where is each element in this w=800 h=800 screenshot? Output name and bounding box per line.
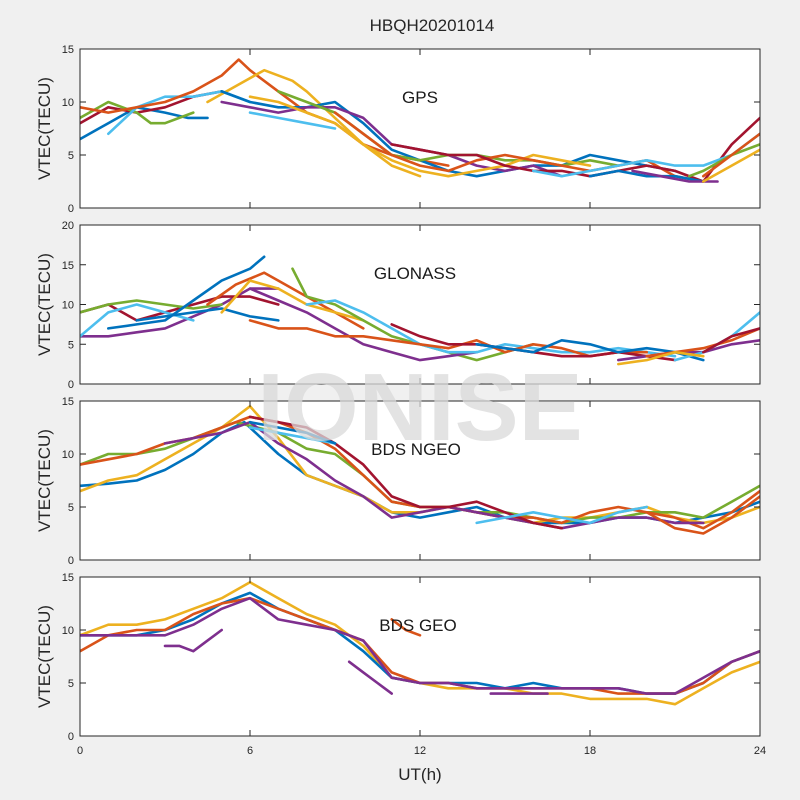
figure-title: HBQH20201014 bbox=[370, 16, 495, 35]
series-line bbox=[248, 420, 337, 445]
series-line bbox=[291, 267, 535, 362]
series-line bbox=[220, 279, 365, 322]
series-line bbox=[248, 426, 337, 445]
x-tick-label: 24 bbox=[754, 745, 766, 757]
panel-0: 0 5 10 15 GPS VTEC(TECU) bbox=[35, 44, 761, 215]
x-tick-label: 0 bbox=[77, 745, 83, 757]
series-line bbox=[531, 132, 760, 178]
y-axis-label: VTEC(TECU) bbox=[35, 77, 54, 180]
x-tick-label: 6 bbox=[247, 745, 253, 757]
x-tick-label: 18 bbox=[584, 745, 596, 757]
y-tick-label: 10 bbox=[62, 300, 74, 312]
panel-label: GLONASS bbox=[374, 264, 456, 283]
series-group bbox=[80, 580, 760, 706]
series-line bbox=[206, 68, 422, 178]
series-line bbox=[248, 111, 337, 130]
y-axis-label: VTEC(TECU) bbox=[35, 429, 54, 532]
panel-label: BDS GEO bbox=[379, 616, 456, 635]
y-tick-label: 10 bbox=[62, 97, 74, 109]
series-line bbox=[390, 618, 422, 637]
panels-group: 0 5 10 15 GPS VTEC(TECU) 0 5 10 15 20 GLONASS VTEC(T… bbox=[35, 44, 766, 757]
series-line bbox=[80, 58, 450, 167]
series-line bbox=[347, 660, 394, 695]
panel-1: 0 5 10 15 20 GLONASS VTEC(TECU) bbox=[35, 220, 761, 391]
series-line bbox=[645, 495, 760, 535]
series-line bbox=[248, 95, 592, 178]
x-tick-label: 12 bbox=[414, 745, 426, 757]
x-axis-label: UT(h) bbox=[398, 765, 441, 784]
y-axis-label: VTEC(TECU) bbox=[35, 253, 54, 356]
series-line bbox=[701, 132, 760, 178]
plot-area bbox=[80, 49, 760, 208]
panel-label: GPS bbox=[402, 88, 438, 107]
series-line bbox=[80, 299, 223, 314]
y-tick-label: 15 bbox=[62, 396, 74, 408]
series-group bbox=[80, 255, 760, 366]
series-line bbox=[701, 148, 760, 183]
y-tick-label: 10 bbox=[62, 449, 74, 461]
series-line bbox=[475, 505, 649, 525]
panel-3: 0 6 12 18 24 0 5 10 15 BDS GEO VTEC(TECU) bbox=[35, 572, 766, 757]
series-line bbox=[248, 319, 649, 358]
series-line bbox=[163, 420, 705, 530]
y-tick-label: 5 bbox=[68, 150, 74, 162]
y-tick-label: 0 bbox=[68, 203, 74, 215]
y-tick-label: 5 bbox=[68, 502, 74, 514]
series-line bbox=[588, 169, 705, 183]
series-line bbox=[616, 350, 705, 366]
series-line bbox=[687, 143, 760, 178]
panel-label: BDS NGEO bbox=[371, 440, 461, 459]
y-tick-label: 0 bbox=[68, 379, 74, 391]
y-tick-label: 15 bbox=[62, 44, 74, 56]
plot-area bbox=[80, 577, 760, 736]
series-line bbox=[248, 287, 479, 362]
series-line bbox=[248, 415, 564, 530]
plot-area bbox=[80, 401, 760, 560]
series-group bbox=[80, 58, 760, 183]
series-line bbox=[616, 338, 760, 362]
series-line bbox=[305, 299, 677, 358]
series-line bbox=[80, 100, 195, 125]
series-line bbox=[107, 255, 266, 330]
series-group bbox=[80, 404, 760, 535]
watermark-text: IONISE bbox=[257, 354, 582, 461]
series-line bbox=[80, 295, 280, 322]
y-tick-label: 5 bbox=[68, 678, 74, 690]
y-tick-label: 5 bbox=[68, 339, 74, 351]
y-tick-label: 15 bbox=[62, 260, 74, 272]
y-tick-label: 0 bbox=[68, 555, 74, 567]
series-line bbox=[475, 338, 705, 362]
panel-2: 0 5 10 15 BDS NGEO VTEC(TECU) bbox=[35, 396, 761, 567]
series-line bbox=[701, 327, 760, 354]
y-tick-label: 15 bbox=[62, 572, 74, 584]
series-line bbox=[80, 287, 280, 338]
y-tick-label: 20 bbox=[62, 220, 74, 232]
series-line bbox=[80, 596, 760, 695]
y-tick-label: 0 bbox=[68, 731, 74, 743]
y-axis-label: VTEC(TECU) bbox=[35, 605, 54, 708]
series-line bbox=[135, 307, 280, 322]
y-tick-label: 10 bbox=[62, 625, 74, 637]
series-line bbox=[163, 628, 223, 653]
